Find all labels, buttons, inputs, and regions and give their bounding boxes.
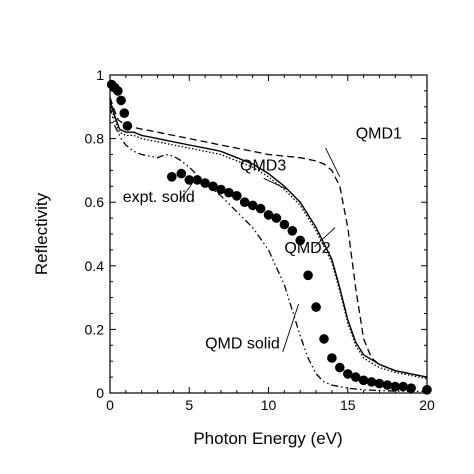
expt-data-point	[382, 380, 393, 390]
expt-data-point	[119, 108, 130, 118]
annotation-label: QMD solid	[205, 336, 280, 353]
annotation-leader-line	[282, 303, 300, 352]
expt-data-point	[122, 121, 133, 131]
expt-data-point	[350, 372, 361, 382]
annotation-leader-line	[179, 182, 193, 201]
series-line-qmd2	[109, 100, 428, 378]
expt-data-point	[390, 381, 401, 392]
y-tick-label: 0.4	[85, 258, 105, 274]
expt-data-point	[116, 95, 126, 106]
annotation-leader-line	[314, 227, 336, 248]
expt-data-point	[358, 375, 369, 386]
expt-data-point	[374, 378, 385, 389]
y-axis-label: Reflectivity	[32, 192, 51, 275]
expt-data-point	[343, 369, 353, 379]
expt-data-point	[167, 172, 177, 182]
annotation-label: expt. solid	[123, 189, 195, 206]
x-tick-label: 0	[106, 397, 114, 413]
expt-data-point	[327, 353, 337, 363]
expt-data-point	[208, 181, 218, 192]
expt-data-point	[319, 334, 329, 344]
expt-data-point	[271, 213, 282, 223]
x-tick-label: 5	[185, 397, 193, 413]
expt-data-point	[216, 184, 226, 195]
expt-data-point	[335, 362, 345, 373]
y-tick-label: 0	[96, 385, 104, 401]
expt-data-point	[232, 191, 242, 201]
expt-data-point	[113, 86, 123, 96]
expt-data-point	[279, 219, 290, 230]
annotation-label: QMD1	[356, 126, 402, 143]
expt-data-point	[303, 270, 313, 281]
expt-data-point	[184, 175, 195, 185]
x-tick-label: 10	[261, 397, 277, 413]
expt-data-point	[406, 383, 416, 394]
x-tick-label: 15	[340, 397, 356, 413]
y-tick-label: 1	[96, 67, 104, 83]
expt-data-point	[224, 187, 234, 198]
expt-data-point	[176, 168, 187, 179]
expt-data-point	[247, 200, 258, 211]
expt-data-point	[192, 175, 202, 185]
annotation-leader-line	[325, 147, 341, 177]
expt-data-point	[239, 197, 250, 207]
expt-data-point	[200, 178, 210, 188]
expt-data-point	[311, 302, 321, 312]
series-line-qmd1	[109, 97, 428, 378]
expt-data-point	[255, 203, 266, 214]
annotation-label: QMD3	[240, 157, 286, 174]
series-line-qmd-solid	[109, 106, 427, 393]
expt-data-point	[398, 381, 409, 392]
x-tick-label: 20	[419, 397, 435, 413]
y-tick-label: 0.8	[85, 131, 105, 147]
annotation-label: QMD2	[284, 240, 330, 257]
expt-data-point	[263, 210, 274, 220]
expt-data-point	[422, 385, 432, 395]
y-tick-label: 0.6	[85, 194, 105, 210]
x-axis-label: Photon Energy (eV)	[193, 429, 342, 448]
expt-data-point	[366, 377, 377, 387]
y-tick-label: 0.2	[85, 321, 105, 337]
expt-data-point	[295, 235, 306, 246]
expt-data-point	[287, 226, 298, 236]
annotation-leader-line	[263, 177, 288, 190]
